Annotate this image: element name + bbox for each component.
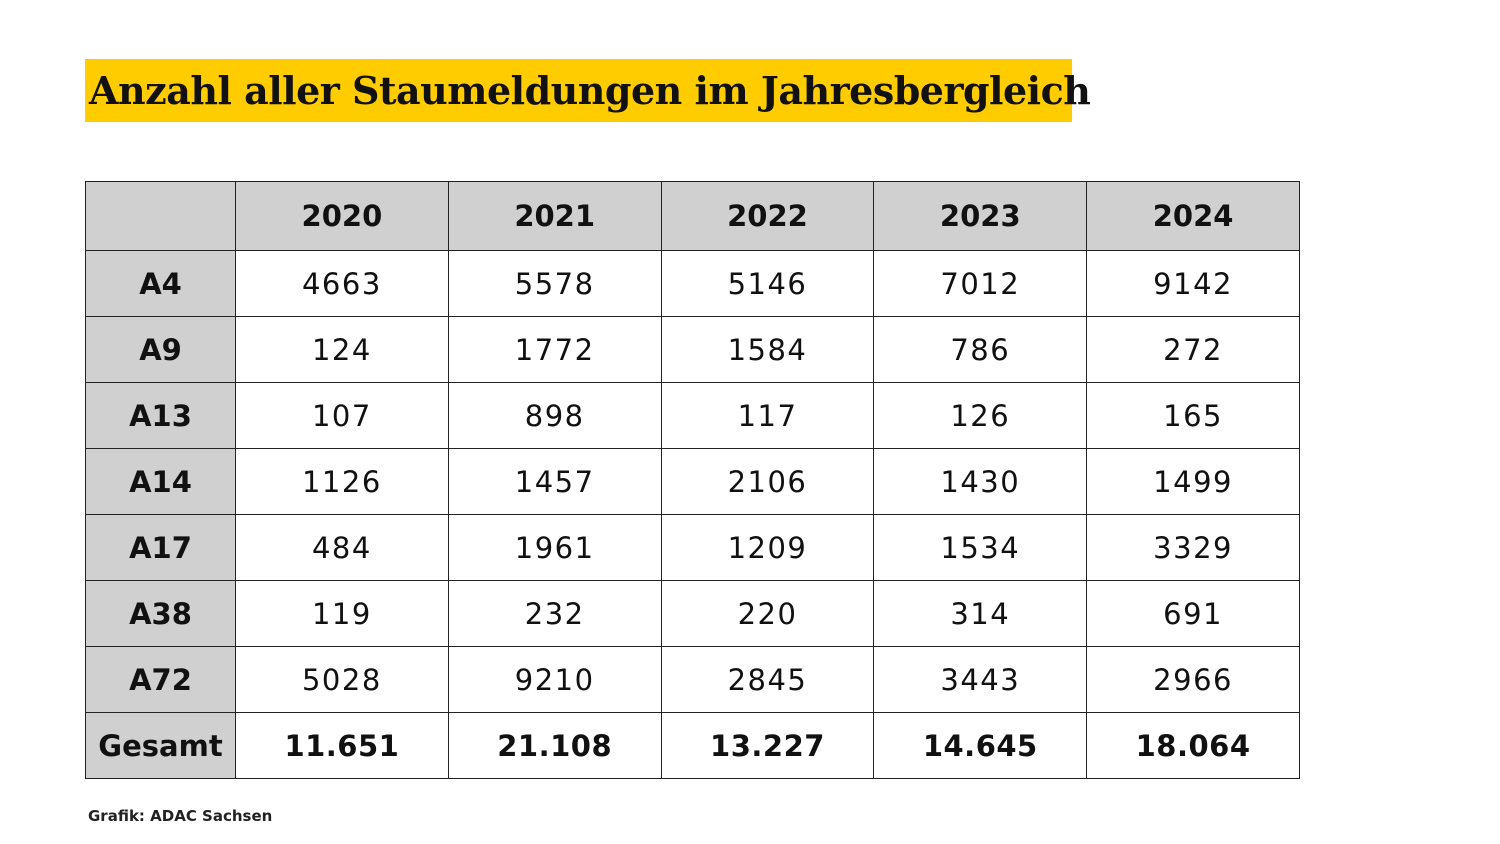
table-cell: 124 bbox=[235, 316, 449, 383]
table-cell: 1772 bbox=[447, 316, 662, 383]
table-cell: 1126 bbox=[235, 448, 449, 515]
table-cell: 1961 bbox=[447, 514, 662, 581]
table-cell: 165 bbox=[1086, 382, 1300, 449]
table-cell: 126 bbox=[873, 382, 1088, 449]
table-cell: 220 bbox=[660, 580, 875, 647]
total-cell: 11.651 bbox=[235, 712, 449, 779]
row-label: A14 bbox=[85, 448, 236, 515]
table-row: A4 4663 5578 5146 7012 9142 bbox=[85, 250, 1300, 317]
table-cell: 5028 bbox=[235, 646, 449, 713]
table-row: A13 107 898 117 126 165 bbox=[85, 382, 1300, 449]
table-cell: 786 bbox=[873, 316, 1088, 383]
table-cell: 691 bbox=[1086, 580, 1300, 647]
row-label: A9 bbox=[85, 316, 236, 383]
column-header: 2023 bbox=[873, 181, 1088, 251]
table-cell: 1499 bbox=[1086, 448, 1300, 515]
table-cell: 3329 bbox=[1086, 514, 1300, 581]
table-row: A14 1126 1457 2106 1430 1499 bbox=[85, 448, 1300, 515]
table-row: A9 124 1772 1584 786 272 bbox=[85, 316, 1300, 383]
table-cell: 4663 bbox=[235, 250, 449, 317]
header-row: 2020 2021 2022 2023 2024 bbox=[85, 181, 1300, 251]
table-cell: 314 bbox=[873, 580, 1088, 647]
corner-cell bbox=[85, 181, 236, 251]
row-label: A4 bbox=[85, 250, 236, 317]
column-header: 2024 bbox=[1086, 181, 1300, 251]
table-cell: 2106 bbox=[660, 448, 875, 515]
table-cell: 117 bbox=[660, 382, 875, 449]
chart-title: Anzahl aller Staumeldungen im Jahresberg… bbox=[89, 68, 1091, 113]
total-cell: 13.227 bbox=[660, 712, 875, 779]
table-cell: 7012 bbox=[873, 250, 1088, 317]
table-cell: 119 bbox=[235, 580, 449, 647]
table-row: A38 119 232 220 314 691 bbox=[85, 580, 1300, 647]
total-label: Gesamt bbox=[85, 712, 236, 779]
table-cell: 898 bbox=[447, 382, 662, 449]
total-row: Gesamt 11.651 21.108 13.227 14.645 18.06… bbox=[85, 712, 1300, 779]
row-label: A13 bbox=[85, 382, 236, 449]
source-note: Grafik: ADAC Sachsen bbox=[88, 807, 273, 825]
table-cell: 9142 bbox=[1086, 250, 1300, 317]
table-cell: 2966 bbox=[1086, 646, 1300, 713]
table-cell: 2845 bbox=[660, 646, 875, 713]
table-cell: 9210 bbox=[447, 646, 662, 713]
table-cell: 1534 bbox=[873, 514, 1088, 581]
row-label: A17 bbox=[85, 514, 236, 581]
table-cell: 1584 bbox=[660, 316, 875, 383]
table-cell: 3443 bbox=[873, 646, 1088, 713]
table-cell: 5578 bbox=[447, 250, 662, 317]
table-cell: 272 bbox=[1086, 316, 1300, 383]
table-cell: 1457 bbox=[447, 448, 662, 515]
data-table: 2020 2021 2022 2023 2024 A4 4663 5578 51… bbox=[85, 181, 1300, 779]
total-cell: 18.064 bbox=[1086, 712, 1300, 779]
total-cell: 14.645 bbox=[873, 712, 1088, 779]
column-header: 2020 bbox=[235, 181, 449, 251]
table-cell: 1209 bbox=[660, 514, 875, 581]
table-row: A72 5028 9210 2845 3443 2966 bbox=[85, 646, 1300, 713]
table-row: A17 484 1961 1209 1534 3329 bbox=[85, 514, 1300, 581]
table-cell: 232 bbox=[447, 580, 662, 647]
table-cell: 484 bbox=[235, 514, 449, 581]
table-cell: 5146 bbox=[660, 250, 875, 317]
column-header: 2021 bbox=[447, 181, 662, 251]
table-cell: 1430 bbox=[873, 448, 1088, 515]
row-label: A38 bbox=[85, 580, 236, 647]
title-band: Anzahl aller Staumeldungen im Jahresberg… bbox=[85, 59, 1091, 122]
table-cell: 107 bbox=[235, 382, 449, 449]
row-label: A72 bbox=[85, 646, 236, 713]
column-header: 2022 bbox=[660, 181, 875, 251]
total-cell: 21.108 bbox=[447, 712, 662, 779]
